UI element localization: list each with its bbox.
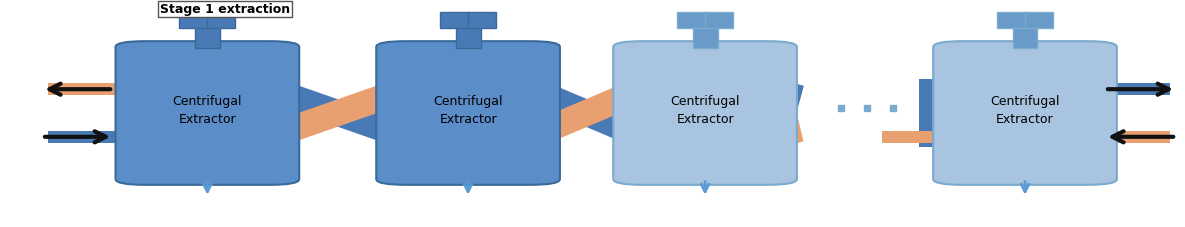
Bar bbox=[920, 80, 941, 147]
Bar bbox=[1088, 131, 1171, 143]
Text: Centrifugal
Extractor: Centrifugal Extractor bbox=[991, 95, 1059, 126]
Bar bbox=[997, 13, 1053, 28]
FancyBboxPatch shape bbox=[377, 42, 561, 185]
Text: Centrifugal
Extractor: Centrifugal Extractor bbox=[671, 95, 739, 126]
Text: Centrifugal
Extractor: Centrifugal Extractor bbox=[173, 95, 242, 126]
Bar bbox=[677, 13, 734, 28]
Polygon shape bbox=[525, 78, 648, 149]
Polygon shape bbox=[764, 117, 803, 150]
FancyBboxPatch shape bbox=[614, 42, 796, 185]
Bar bbox=[882, 131, 962, 143]
FancyBboxPatch shape bbox=[116, 42, 299, 185]
Polygon shape bbox=[265, 78, 410, 149]
Bar bbox=[179, 13, 236, 28]
Bar bbox=[1013, 27, 1038, 49]
Bar bbox=[194, 27, 219, 49]
Bar bbox=[47, 84, 145, 96]
Polygon shape bbox=[265, 78, 410, 149]
Polygon shape bbox=[525, 78, 648, 149]
FancyBboxPatch shape bbox=[934, 42, 1116, 185]
Bar bbox=[692, 27, 718, 49]
Bar bbox=[455, 27, 481, 49]
Bar bbox=[47, 131, 145, 143]
Bar bbox=[1088, 84, 1171, 96]
Text: Centrifugal
Extractor: Centrifugal Extractor bbox=[434, 95, 502, 126]
Bar bbox=[941, 131, 962, 143]
Text: Stage 1 extraction: Stage 1 extraction bbox=[160, 3, 290, 16]
Bar bbox=[440, 13, 497, 28]
Bar bbox=[941, 84, 962, 96]
Polygon shape bbox=[764, 77, 803, 111]
